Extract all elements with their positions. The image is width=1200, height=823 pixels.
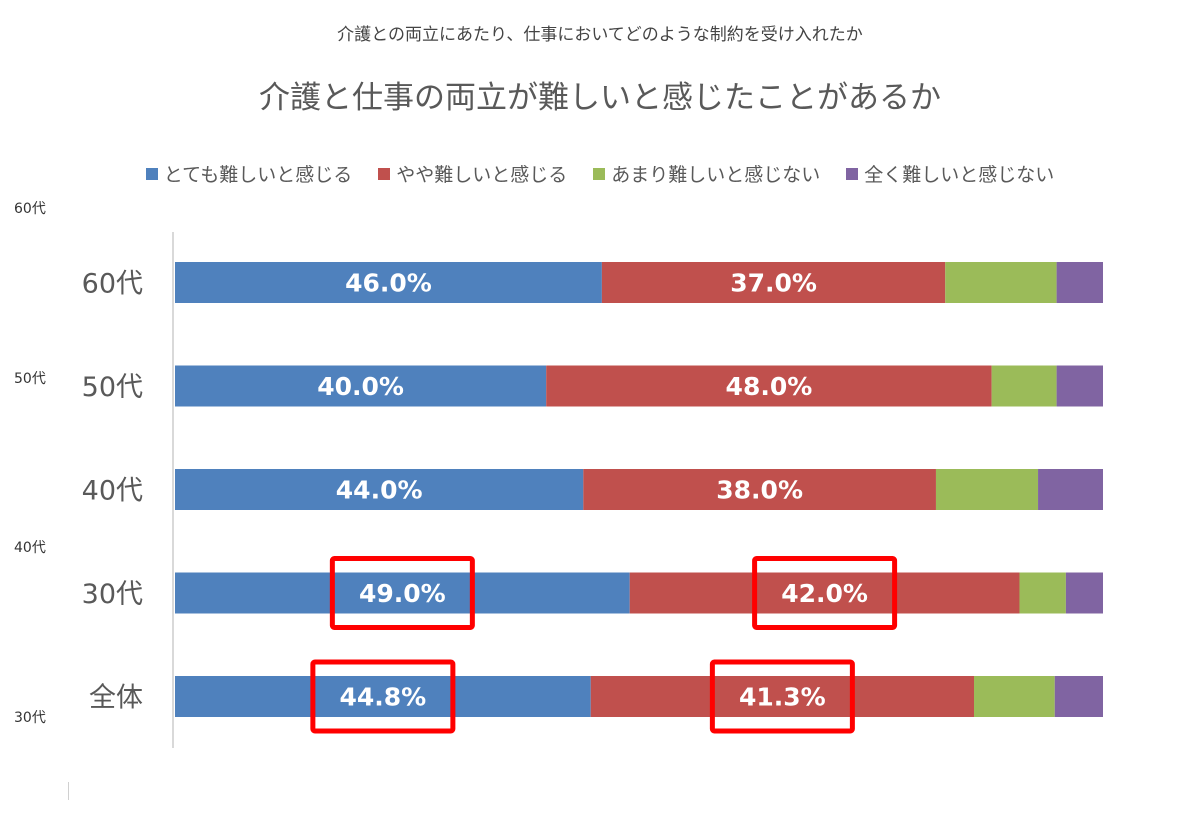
bar-segment <box>175 365 547 407</box>
bar-segment <box>1019 572 1066 614</box>
top-caption: 介護との両立にあたり、仕事においてどのような制約を受け入れたか <box>337 25 863 45</box>
bar-segment <box>175 676 591 717</box>
legend-label: あまり難しいと感じない <box>611 164 821 186</box>
legend-label: 全く難しいと感じない <box>864 164 1055 186</box>
chart-title: 介護と仕事の両立が難しいと感じたことがあるか <box>259 80 941 116</box>
bar-segment <box>935 469 1039 510</box>
data-label: 40.0% <box>317 372 404 401</box>
legend-swatch <box>145 167 158 180</box>
data-label: 37.0% <box>730 269 817 298</box>
bar-segment <box>1038 469 1103 510</box>
legend-item: とても難しいと感じる <box>145 160 353 187</box>
data-label: 38.0% <box>716 476 803 505</box>
bar-segment <box>1065 572 1103 614</box>
data-label: 42.0% <box>781 579 868 608</box>
legend-label: やや難しいと感じる <box>396 164 568 186</box>
category-label: 30代 <box>82 579 143 610</box>
category-label: 60代 <box>82 269 143 300</box>
category-label: 50代 <box>82 372 143 403</box>
bar-segment <box>583 469 936 510</box>
bar-segment <box>974 676 1055 717</box>
category-label: 40代 <box>82 476 143 507</box>
data-label: 48.0% <box>726 372 813 401</box>
data-label: 44.0% <box>336 476 423 505</box>
data-label: 41.3% <box>739 683 826 712</box>
highlight-box <box>329 556 475 630</box>
bar-segment <box>546 365 992 407</box>
side-label: 60代 <box>14 201 46 217</box>
data-label: 49.0% <box>359 579 446 608</box>
bar-segment <box>175 469 584 510</box>
bar-segment <box>590 676 975 717</box>
bar-segment <box>629 572 1020 614</box>
highlight-box <box>310 659 456 734</box>
category-label: 全体 <box>89 683 143 714</box>
highlight-box <box>752 556 898 630</box>
side-label: 50代 <box>14 371 46 387</box>
bar-segment <box>1056 262 1103 303</box>
bar-segment <box>991 365 1057 407</box>
bar-segment <box>175 262 602 303</box>
legend-item: あまり難しいと感じない <box>593 160 820 187</box>
bar-segment <box>601 262 946 303</box>
legend-item: やや難しいと感じる <box>378 160 567 187</box>
data-label: 44.8% <box>340 683 427 712</box>
bar-segment <box>1056 365 1103 407</box>
highlight-box <box>709 659 855 734</box>
legend-item: 全く難しいと感じない <box>846 160 1054 187</box>
legend-swatch <box>378 167 391 180</box>
legend-label: とても難しいと感じる <box>163 164 353 186</box>
side-label: 30代 <box>14 710 46 726</box>
bar-segment <box>175 572 630 614</box>
bar-segment <box>945 262 1057 303</box>
data-label: 46.0% <box>345 269 432 298</box>
side-label: 40代 <box>14 540 46 556</box>
legend: とても難しいと感じる やや難しいと感じる あまり難しいと感じない 全く難しいと感… <box>0 160 1200 187</box>
legend-swatch <box>846 167 859 180</box>
divider <box>68 782 69 800</box>
bar-segment <box>1054 676 1103 717</box>
legend-swatch <box>593 167 606 180</box>
